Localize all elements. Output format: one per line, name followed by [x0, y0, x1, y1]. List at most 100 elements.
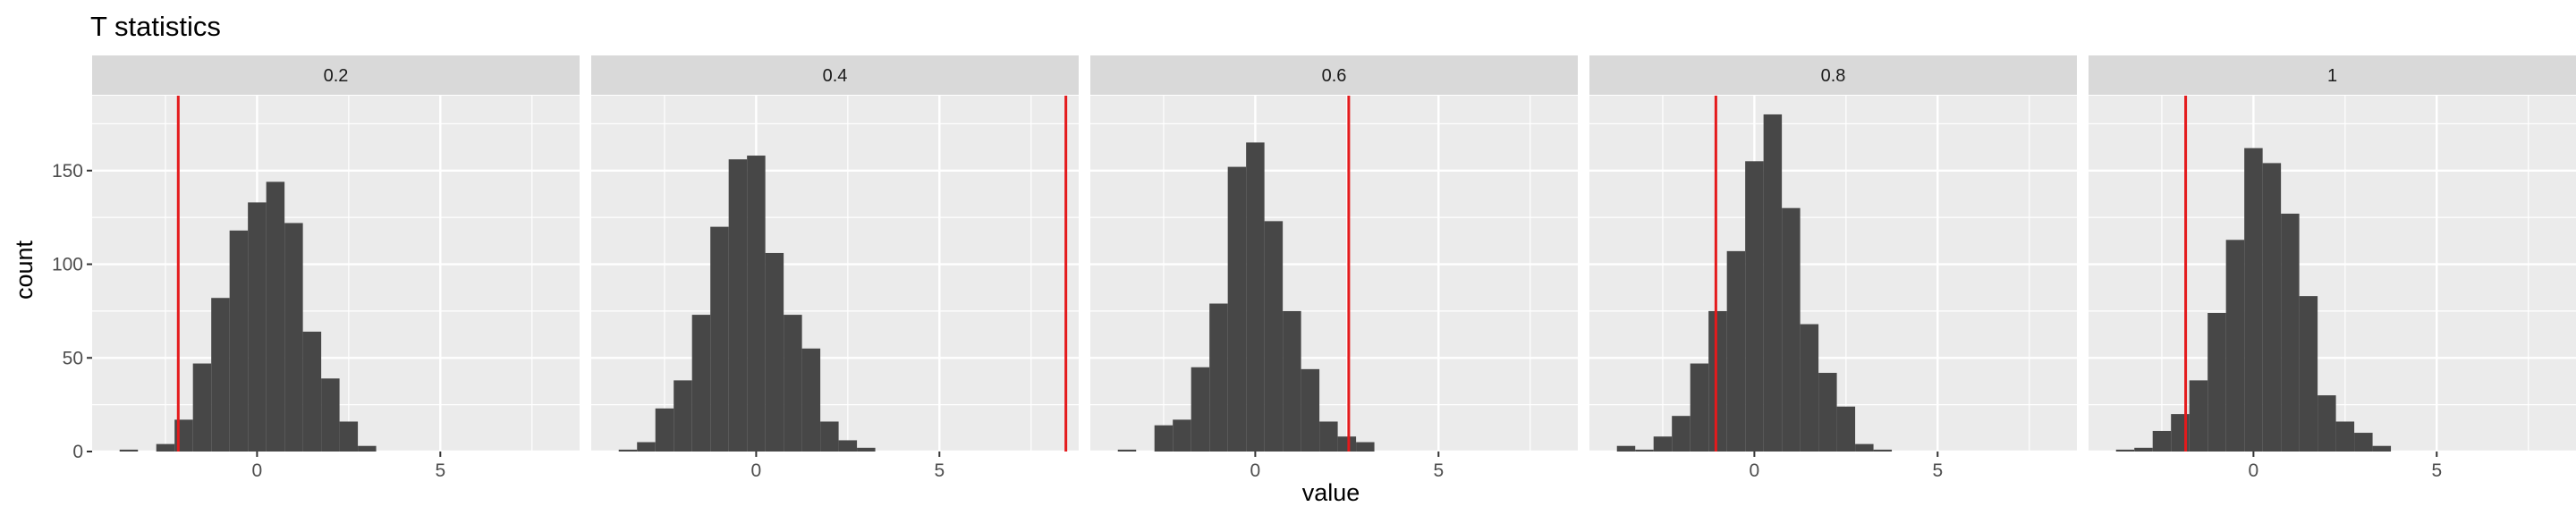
histogram-bar: [2207, 312, 2226, 452]
histogram-bar: [1301, 368, 1320, 452]
histogram-bar: [2189, 380, 2208, 452]
histogram-bar: [2299, 296, 2318, 452]
x-tick-label: 0: [252, 460, 263, 481]
facet-panel-3: 0.6 0 5: [1090, 55, 1578, 481]
histogram-bar: [1782, 207, 1801, 452]
panel-background: [591, 96, 1079, 452]
histogram-bar: [2354, 433, 2373, 452]
histogram-bar: [248, 202, 267, 452]
histogram-bar: [1635, 449, 1654, 452]
histogram-bar: [2134, 447, 2153, 452]
histogram-bar: [1818, 373, 1837, 452]
histogram-bar: [820, 421, 839, 452]
histogram-bar: [1283, 310, 1301, 452]
facet-strip: [1090, 55, 1578, 95]
histogram-bar: [1616, 445, 1636, 452]
histogram-bar: [321, 378, 340, 452]
histogram-bar: [1209, 303, 1228, 452]
histogram-bar: [1672, 416, 1690, 452]
x-tick-label: 0: [2249, 460, 2259, 481]
histogram-bar: [1873, 449, 1893, 452]
histogram-bar: [674, 380, 692, 452]
histogram-bar: [1356, 442, 1375, 452]
facet-strip: [92, 55, 580, 95]
histogram-bar: [1763, 114, 1783, 452]
facet-strip-label: 0.2: [324, 66, 349, 86]
facet-panels: 0.20 50.40 50.60 50.80 510 5: [92, 55, 2576, 481]
histogram-bar: [1227, 166, 1247, 452]
x-tick-label: 5: [934, 460, 945, 481]
facet-strip: [1589, 55, 2077, 95]
histogram-bar: [229, 230, 249, 452]
x-tick-label: 0: [751, 460, 762, 481]
facet-strip: [2089, 55, 2576, 95]
histogram-bar: [637, 442, 656, 452]
histogram-bar: [156, 443, 175, 452]
histogram-bar: [1264, 221, 1284, 452]
facet-panel-4: 0.8 0 5: [1589, 55, 2077, 481]
histogram-bar: [691, 315, 711, 452]
x-tick-label: 5: [2431, 460, 2442, 481]
facet-strip-label: 0.8: [1821, 66, 1846, 86]
x-tick-label: 5: [1932, 460, 1943, 481]
histogram-bar: [302, 331, 322, 452]
histogram-bar: [2152, 430, 2172, 452]
facet-strip-label: 0.6: [1322, 66, 1347, 86]
histogram-bar: [1319, 421, 1338, 452]
histogram-bar: [1800, 324, 1819, 452]
y-axis: 0 50 100 150: [52, 161, 92, 462]
facet-strip-label: 1: [2327, 66, 2337, 86]
histogram-bar: [1726, 250, 1746, 452]
histogram-bar: [1246, 142, 1265, 452]
histogram-bar: [2244, 148, 2263, 452]
histogram-bar: [655, 408, 674, 452]
histogram-bar: [358, 445, 377, 452]
histogram-bar: [2225, 240, 2245, 452]
histogram-bar: [192, 363, 212, 452]
histogram-bar: [747, 156, 766, 452]
facet-panel-1: 0.2 0 5: [92, 55, 580, 481]
histogram-bar: [728, 159, 748, 452]
histogram-bar: [1836, 406, 1856, 452]
histogram-bar: [1653, 436, 1673, 452]
histogram-bar: [2281, 213, 2300, 452]
histogram-bar: [2318, 395, 2336, 452]
histogram-bar: [339, 421, 359, 452]
histogram-bar: [784, 315, 802, 452]
histogram-bar: [1154, 425, 1174, 452]
histogram-bar: [266, 182, 285, 452]
histogram-bar: [1337, 436, 1357, 452]
histogram-bar: [2372, 445, 2392, 452]
y-tick-label: 50: [63, 348, 83, 368]
histogram-bar: [710, 226, 729, 452]
histogram-bar: [2335, 421, 2355, 452]
histogram-bar: [838, 440, 858, 452]
x-tick-label: 5: [435, 460, 445, 481]
panel-background: [1090, 96, 1578, 452]
histogram-bar: [1745, 161, 1764, 452]
histogram-bar: [1191, 367, 1210, 452]
histogram-bar: [1173, 419, 1191, 452]
histogram-bar: [801, 348, 821, 452]
histogram-bar: [1855, 443, 1874, 452]
x-axis-title: value: [1302, 479, 1360, 506]
facet-strip: [591, 55, 1079, 95]
histogram-bar: [1708, 310, 1727, 452]
histogram-bar: [284, 223, 303, 452]
facet-panel-2: 0.4 0 5: [591, 55, 1079, 481]
y-tick-label: 150: [52, 161, 83, 182]
x-tick-label: 0: [1750, 460, 1760, 481]
chart-title: T statistics: [90, 11, 221, 42]
panel-background: [2089, 96, 2576, 452]
y-axis-title: count: [11, 240, 38, 300]
histogram-bar: [1117, 449, 1137, 452]
histogram-bar: [765, 252, 784, 452]
y-tick-label: 100: [52, 255, 83, 275]
histogram-bar: [618, 449, 638, 452]
histogram-bar: [1690, 363, 1709, 452]
histogram-bar: [119, 449, 139, 452]
y-tick-label: 0: [72, 442, 83, 462]
histogram-bar: [857, 447, 876, 452]
facet-strip-label: 0.4: [823, 66, 848, 86]
